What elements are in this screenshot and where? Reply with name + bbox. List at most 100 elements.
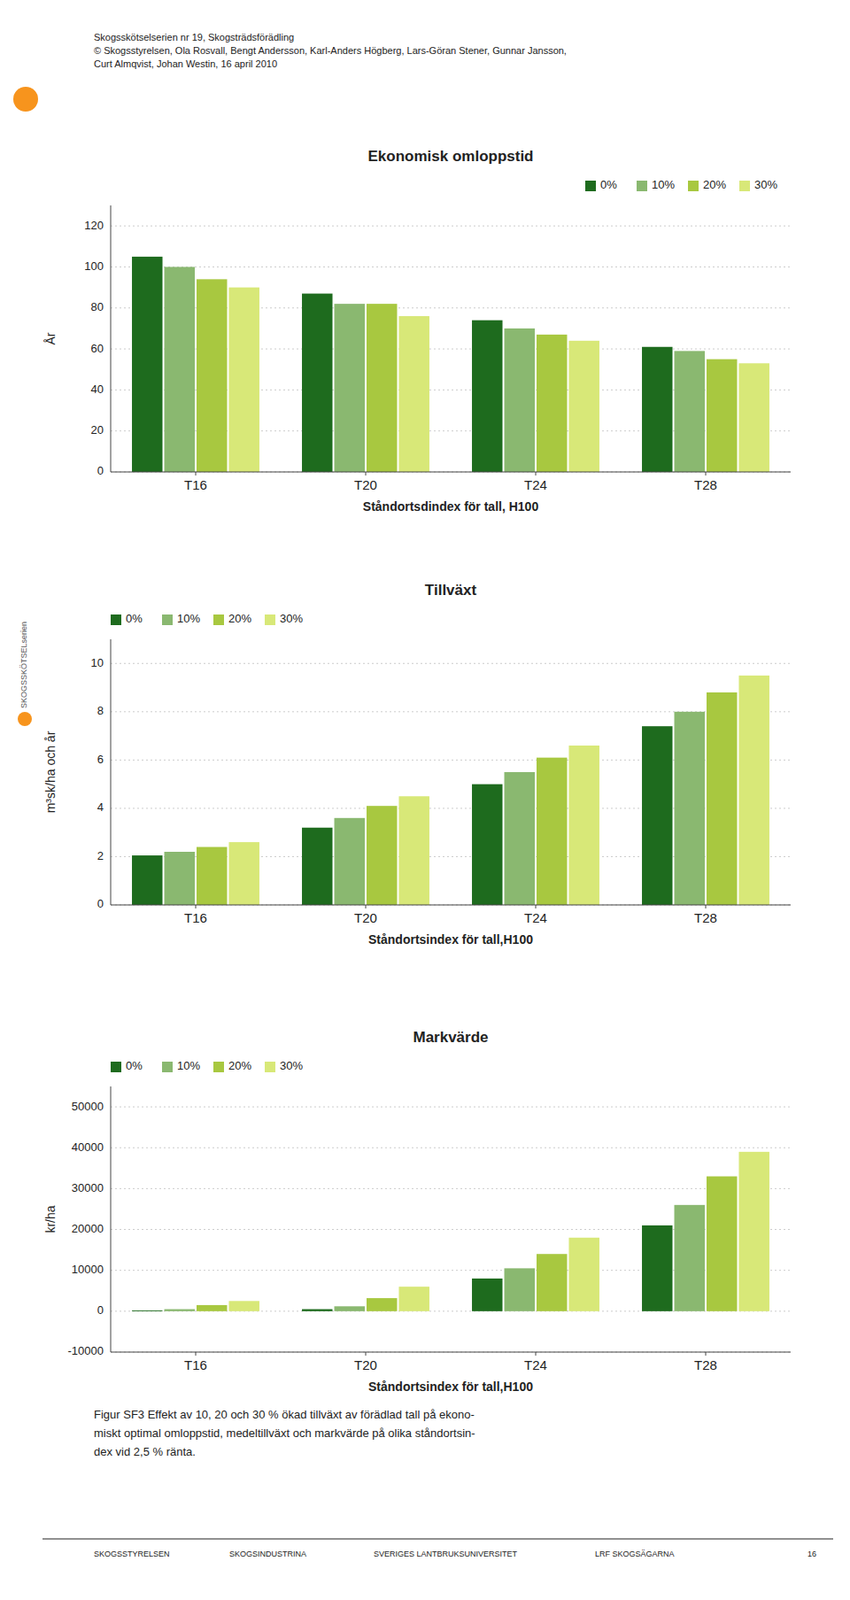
y-tick-label: 100 — [84, 259, 104, 273]
x-tick-label: T28 — [694, 910, 718, 926]
bars — [131, 1151, 770, 1312]
legend-label: 10% — [651, 177, 675, 192]
chart: Markvärde-100000100002000030000400005000… — [43, 1028, 791, 1394]
x-tick-label: T20 — [354, 477, 378, 493]
y-tick-label: -10000 — [68, 1344, 104, 1358]
legend-swatch — [162, 1061, 173, 1073]
bar — [706, 1176, 737, 1312]
bar — [738, 675, 769, 905]
y-tick-label: 40000 — [71, 1140, 104, 1154]
sidebar-text: SKOGSSKÖTSELserien — [19, 621, 29, 709]
bar — [366, 1298, 397, 1312]
chart: Tillväxt0246810m³sk/ha och årT16T20T24T2… — [43, 581, 791, 947]
y-tick-label: 50000 — [71, 1099, 104, 1113]
bar — [301, 827, 333, 905]
bar — [504, 1267, 535, 1311]
bar — [641, 726, 673, 905]
y-axis-line — [110, 1086, 112, 1353]
bar — [334, 303, 365, 472]
x-tick — [705, 471, 707, 476]
bar — [568, 1237, 599, 1312]
grid-line — [110, 1106, 791, 1108]
y-axis-label: År — [43, 332, 58, 345]
bar — [641, 347, 673, 472]
bar — [674, 1205, 705, 1312]
bar — [706, 359, 737, 472]
legend-swatch — [264, 1061, 276, 1073]
bars — [131, 256, 770, 472]
bottom-text: LRF SKOGSÄGARNA — [595, 1549, 675, 1559]
x-tick-label: T28 — [694, 1357, 718, 1373]
bar — [301, 1309, 333, 1312]
bar — [738, 1151, 769, 1312]
x-tick-label: T20 — [354, 1357, 378, 1373]
y-tick-label: 0 — [97, 896, 104, 911]
x-tick-label: T20 — [354, 910, 378, 926]
header-line: Skogsskötselserien nr 19, Skogsträdsförä… — [93, 31, 294, 43]
bar — [131, 256, 163, 472]
legend-label: 0% — [125, 611, 143, 626]
caption-line: dex vid 2,5 % ränta. — [93, 1445, 196, 1459]
legend-label: 20% — [228, 611, 252, 626]
grid-line — [110, 663, 791, 665]
bottom-text: SKOGSINDUSTRINA — [229, 1549, 307, 1559]
legend-label: 0% — [600, 177, 618, 192]
y-axis-line — [110, 639, 112, 905]
bar — [471, 320, 503, 472]
caption: Figur SF3 Effekt av 10, 20 och 30 % ökad… — [93, 1407, 476, 1459]
legend-label: 0% — [125, 1058, 143, 1073]
legend-swatch — [687, 180, 699, 192]
legend-swatch — [110, 1061, 122, 1073]
bar — [301, 293, 333, 472]
x-tick — [705, 904, 707, 909]
legend-label: 10% — [177, 1058, 201, 1073]
y-tick-label: 6 — [97, 752, 104, 766]
x-tick — [195, 904, 197, 909]
x-tick — [195, 471, 197, 476]
y-tick-label: 120 — [84, 218, 104, 232]
x-tick-label: T24 — [524, 1357, 548, 1373]
bar — [131, 1309, 163, 1312]
bar — [164, 851, 195, 905]
bar — [196, 278, 227, 472]
grid-line — [110, 266, 791, 268]
x-tick — [195, 1352, 197, 1356]
bottom-text: SKOGSSTYRELSEN — [93, 1549, 170, 1559]
y-tick-label: 0 — [97, 1303, 104, 1317]
legend-label: 30% — [279, 1058, 303, 1073]
legend-label: 30% — [279, 611, 303, 626]
x-tick-label: T16 — [184, 477, 208, 493]
legend-swatch — [162, 614, 173, 626]
bar — [568, 745, 599, 905]
x-axis-label: Ståndortsindex för tall,H100 — [368, 1379, 534, 1394]
logo — [13, 86, 39, 112]
separator — [42, 1538, 834, 1540]
x-axis-line — [110, 904, 791, 906]
y-tick-label: 20 — [91, 423, 104, 437]
x-tick — [535, 1352, 537, 1356]
x-tick-label: T16 — [184, 1357, 208, 1373]
bar — [536, 1253, 567, 1312]
bar — [196, 1305, 227, 1312]
legend-swatch — [264, 614, 276, 626]
x-axis-label: Ståndortsdindex för tall, H100 — [363, 499, 540, 514]
y-axis-line — [110, 205, 112, 472]
bar — [228, 842, 259, 905]
grid-line — [110, 471, 791, 473]
legend-label: 10% — [177, 611, 201, 626]
y-tick-label: 80 — [91, 300, 104, 314]
y-tick-label: 10000 — [71, 1262, 104, 1276]
chart-title: Tillväxt — [425, 581, 478, 599]
bars — [131, 675, 770, 905]
bar — [674, 350, 705, 472]
y-tick-label: 40 — [91, 382, 104, 396]
grid-line — [110, 225, 791, 227]
y-tick-label: 8 — [97, 703, 104, 718]
legend: 0% 10% 20% 30% — [110, 611, 303, 626]
y-tick-label: 30000 — [71, 1181, 104, 1195]
x-tick — [535, 904, 537, 909]
x-axis-line — [110, 1352, 791, 1353]
sidebar-dot — [17, 711, 32, 727]
bar — [164, 266, 195, 472]
y-axis-label: m³sk/ha och år — [43, 730, 58, 813]
